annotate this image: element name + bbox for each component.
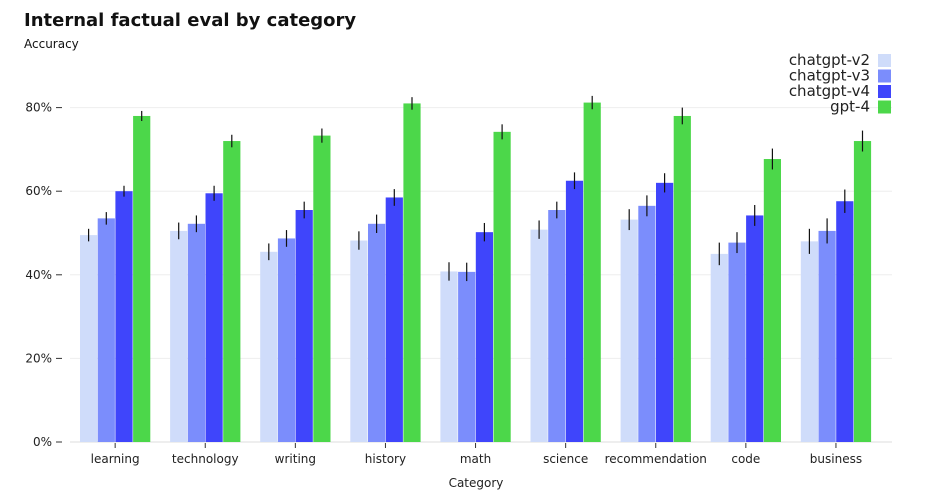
bar[interactable] [80,235,98,442]
legend-label: gpt-4 [830,98,870,116]
bar[interactable] [656,182,674,442]
bar[interactable] [818,230,836,442]
legend-label: chatgpt-v4 [789,82,870,100]
x-tick-label: code [731,452,760,466]
bar[interactable] [673,115,691,443]
legend-swatch[interactable] [878,85,891,98]
error-bars-group [87,95,864,282]
y-axis: 0% 20% 40% 60% 80% [25,101,62,449]
bar[interactable] [475,232,493,442]
bar[interactable] [403,103,421,443]
bar[interactable] [853,141,872,443]
x-tick-label: recommendation [605,452,707,466]
bar[interactable] [115,191,133,442]
bar[interactable] [205,193,223,442]
bar[interactable] [746,215,764,442]
y-tick-label: 0% [33,435,52,449]
legend-swatch[interactable] [878,100,891,114]
x-tick-label: learning [91,452,140,466]
bar[interactable] [638,205,656,442]
x-tick-label: science [543,452,588,466]
bar[interactable] [313,135,331,442]
bar[interactable] [836,201,854,442]
chart-title: Internal factual eval by category [24,10,357,31]
bar[interactable] [620,219,638,442]
bar[interactable] [97,218,115,442]
x-axis-title: Category [449,476,504,490]
bar[interactable] [350,240,368,442]
bar[interactable] [260,251,278,442]
bar[interactable] [170,230,188,442]
legend-swatch[interactable] [878,54,891,67]
legend-label: chatgpt-v3 [789,67,870,85]
bar[interactable] [133,115,151,443]
x-tick-label: math [460,452,491,466]
bar[interactable] [368,223,386,442]
bar[interactable] [548,210,566,442]
bar[interactable] [277,238,296,442]
bar[interactable] [710,253,728,442]
y-axis-title: Accuracy [24,37,79,51]
y-tick-label: 40% [25,268,52,282]
bar[interactable] [583,102,601,443]
x-tick-label: history [365,452,406,466]
bar[interactable] [763,159,781,443]
bar[interactable] [223,141,241,443]
bar[interactable] [295,210,313,442]
bar[interactable] [458,271,476,442]
bar[interactable] [493,131,511,442]
bar[interactable] [385,197,403,442]
bar[interactable] [530,229,548,442]
y-tick-label: 80% [25,101,52,115]
bar[interactable] [800,241,818,442]
bar[interactable] [187,223,205,442]
y-tick-label: 60% [25,184,52,198]
bar[interactable] [440,271,458,442]
x-tick-label: technology [172,452,239,466]
x-tick-label: writing [275,452,316,466]
x-tick-label: business [810,452,862,466]
bars-group [80,102,872,443]
bar[interactable] [565,180,584,442]
legend-label: chatgpt-v2 [789,51,870,69]
y-tick-label: 20% [25,351,52,365]
bar[interactable] [728,242,746,442]
legend-swatch[interactable] [878,69,891,83]
x-axis: learning technology writing history math scie… [91,443,862,466]
